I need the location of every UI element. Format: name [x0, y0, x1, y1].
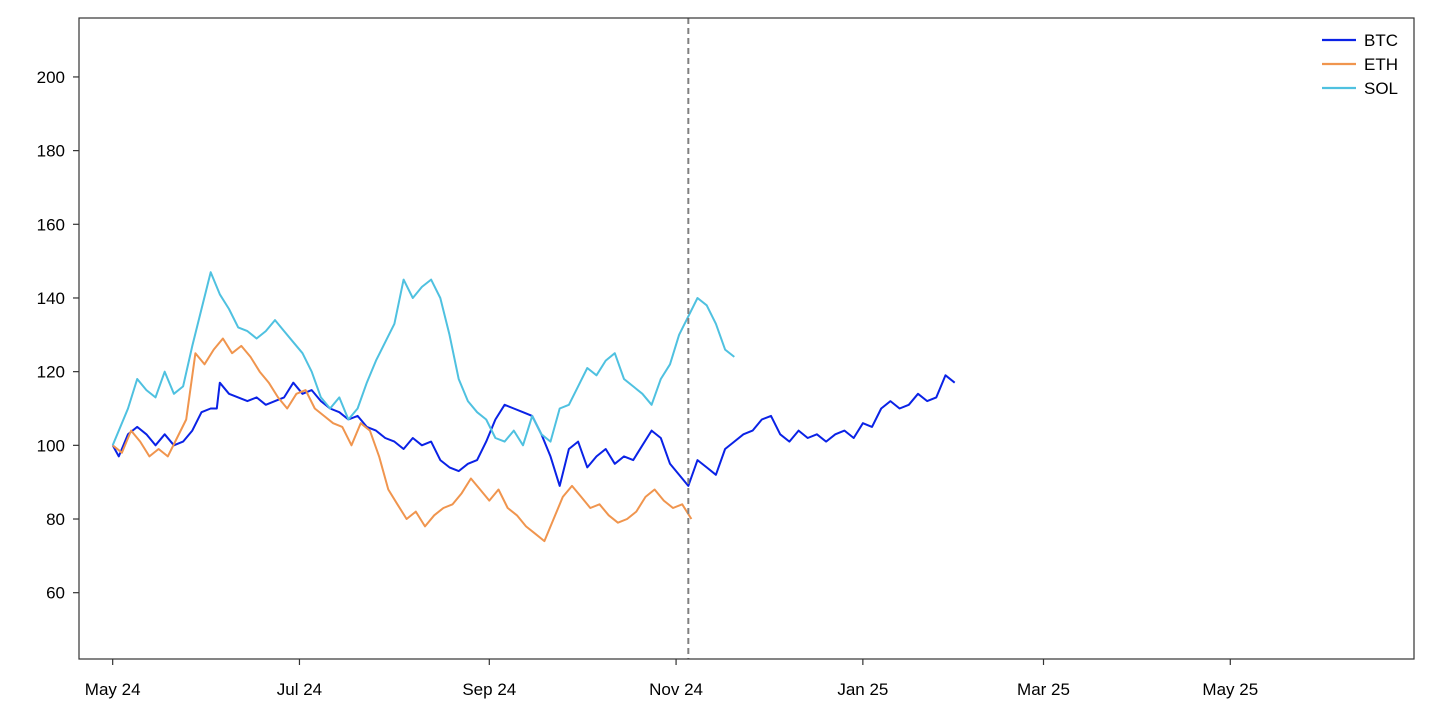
y-tick-label: 160: [37, 215, 65, 234]
x-tick-label: Mar 25: [1017, 680, 1070, 699]
plot-frame: [78, 17, 1415, 660]
x-axis: May 24 Jul 24 Sep 24 Nov 24 Jan 25 Mar 25 May …: [85, 659, 1258, 699]
y-tick-label: 120: [37, 363, 65, 382]
y-tick-label: 200: [37, 68, 65, 87]
legend-item-sol: SOL: [1322, 79, 1398, 98]
legend-item-btc: BTC: [1322, 31, 1398, 50]
legend: BTC ETH SOL: [1322, 31, 1398, 98]
legend-label: SOL: [1364, 79, 1398, 98]
x-tick-label: Jan 25: [837, 680, 888, 699]
legend-label: ETH: [1364, 55, 1398, 74]
legend-label: BTC: [1364, 31, 1398, 50]
plot-background: [79, 18, 1414, 659]
x-tick-label: Sep 24: [462, 680, 516, 699]
y-tick-label: 80: [46, 510, 65, 529]
series-line-eth: [112, 337, 693, 543]
x-tick-label: Nov 24: [649, 680, 703, 699]
x-tick-label: May 24: [85, 680, 141, 699]
series-line-btc: [111, 374, 956, 487]
x-tick-label: May 25: [1202, 680, 1258, 699]
y-tick-label: 100: [37, 436, 65, 455]
legend-item-eth: ETH: [1322, 55, 1398, 74]
y-axis: 60 80 100 120 140 160 180 200: [37, 68, 79, 603]
y-tick-label: 60: [46, 584, 65, 603]
series-layer: [111, 271, 956, 543]
series-line-sol: [111, 271, 735, 447]
y-tick-label: 180: [37, 142, 65, 161]
x-tick-label: Jul 24: [277, 680, 322, 699]
y-tick-label: 140: [37, 289, 65, 308]
